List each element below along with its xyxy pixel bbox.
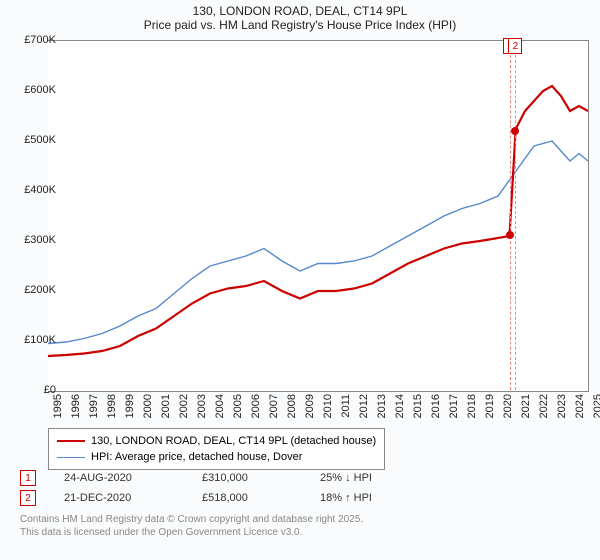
x-axis-tick-label: 2025	[592, 394, 600, 424]
x-axis-tick-label: 2009	[304, 394, 316, 424]
chart-marker-line	[510, 40, 511, 390]
transaction-pct: 18% ↑ HPI	[320, 492, 430, 504]
transaction-badge: 1	[20, 470, 36, 486]
x-axis-tick-label: 2013	[376, 394, 388, 424]
footer-line1: Contains HM Land Registry data © Crown c…	[20, 514, 363, 527]
transaction-row: 2 21-DEC-2020 £518,000 18% ↑ HPI	[20, 488, 430, 508]
x-axis-tick-label: 2023	[556, 394, 568, 424]
x-axis-tick-label: 2014	[394, 394, 406, 424]
y-axis-tick-label: £700K	[6, 34, 56, 46]
y-axis-tick-label: £300K	[6, 234, 56, 246]
x-axis-tick-label: 2015	[412, 394, 424, 424]
title-block: 130, LONDON ROAD, DEAL, CT14 9PL Price p…	[0, 0, 600, 32]
x-axis-tick-label: 1997	[88, 394, 100, 424]
x-axis-tick-label: 2024	[574, 394, 586, 424]
transaction-price: £310,000	[202, 472, 292, 484]
y-axis-tick-label: £500K	[6, 134, 56, 146]
series-line-hpi	[48, 141, 588, 344]
y-axis-tick-label: £600K	[6, 84, 56, 96]
x-axis-tick-label: 2016	[430, 394, 442, 424]
x-axis-tick-label: 2019	[484, 394, 496, 424]
x-axis-tick-label: 1999	[124, 394, 136, 424]
x-axis-tick-label: 2001	[160, 394, 172, 424]
x-axis-tick-label: 2020	[502, 394, 514, 424]
chart-plot-area	[48, 40, 589, 392]
y-axis-tick-label: £0	[6, 384, 56, 396]
x-axis-tick-label: 2011	[340, 394, 352, 424]
x-axis-tick-label: 2010	[322, 394, 334, 424]
legend-label: 130, LONDON ROAD, DEAL, CT14 9PL (detach…	[91, 435, 376, 447]
transaction-row: 1 24-AUG-2020 £310,000 25% ↓ HPI	[20, 468, 430, 488]
x-axis-tick-label: 2002	[178, 394, 190, 424]
x-axis-tick-label: 2021	[520, 394, 532, 424]
x-axis-tick-label: 1995	[52, 394, 64, 424]
y-axis-tick-label: £400K	[6, 184, 56, 196]
x-axis-tick-label: 2003	[196, 394, 208, 424]
footer-line2: This data is licensed under the Open Gov…	[20, 527, 363, 540]
transaction-date: 21-DEC-2020	[64, 492, 174, 504]
transaction-date: 24-AUG-2020	[64, 472, 174, 484]
x-axis-tick-label: 2012	[358, 394, 370, 424]
chart-svg	[48, 41, 588, 391]
legend-label: HPI: Average price, detached house, Dove…	[91, 451, 302, 463]
legend-item: 130, LONDON ROAD, DEAL, CT14 9PL (detach…	[57, 433, 376, 449]
chart-marker-dot	[506, 231, 514, 239]
legend-swatch-hpi	[57, 457, 85, 458]
transaction-list: 1 24-AUG-2020 £310,000 25% ↓ HPI 2 21-DE…	[20, 468, 430, 508]
x-axis-tick-label: 2005	[232, 394, 244, 424]
chart-marker-dot	[511, 127, 519, 135]
x-axis-tick-label: 2000	[142, 394, 154, 424]
title-sub: Price paid vs. HM Land Registry's House …	[0, 18, 600, 32]
chart-marker-badge: 2	[508, 38, 522, 54]
transaction-badge: 2	[20, 490, 36, 506]
x-axis-tick-label: 2004	[214, 394, 226, 424]
x-axis-tick-label: 2018	[466, 394, 478, 424]
legend: 130, LONDON ROAD, DEAL, CT14 9PL (detach…	[48, 428, 385, 470]
x-axis-tick-label: 2008	[286, 394, 298, 424]
legend-item: HPI: Average price, detached house, Dove…	[57, 449, 376, 465]
transaction-price: £518,000	[202, 492, 292, 504]
x-axis-tick-label: 1998	[106, 394, 118, 424]
y-axis-tick-label: £200K	[6, 284, 56, 296]
x-axis-tick-label: 1996	[70, 394, 82, 424]
chart-marker-line	[515, 40, 516, 390]
x-axis-tick-label: 2022	[538, 394, 550, 424]
title-main: 130, LONDON ROAD, DEAL, CT14 9PL	[0, 4, 600, 18]
x-axis-tick-label: 2007	[268, 394, 280, 424]
x-axis-tick-label: 2006	[250, 394, 262, 424]
legend-swatch-subject	[57, 440, 85, 442]
series-line-subject	[48, 86, 588, 356]
footer: Contains HM Land Registry data © Crown c…	[20, 514, 363, 539]
x-axis-tick-label: 2017	[448, 394, 460, 424]
y-axis-tick-label: £100K	[6, 334, 56, 346]
transaction-pct: 25% ↓ HPI	[320, 472, 430, 484]
